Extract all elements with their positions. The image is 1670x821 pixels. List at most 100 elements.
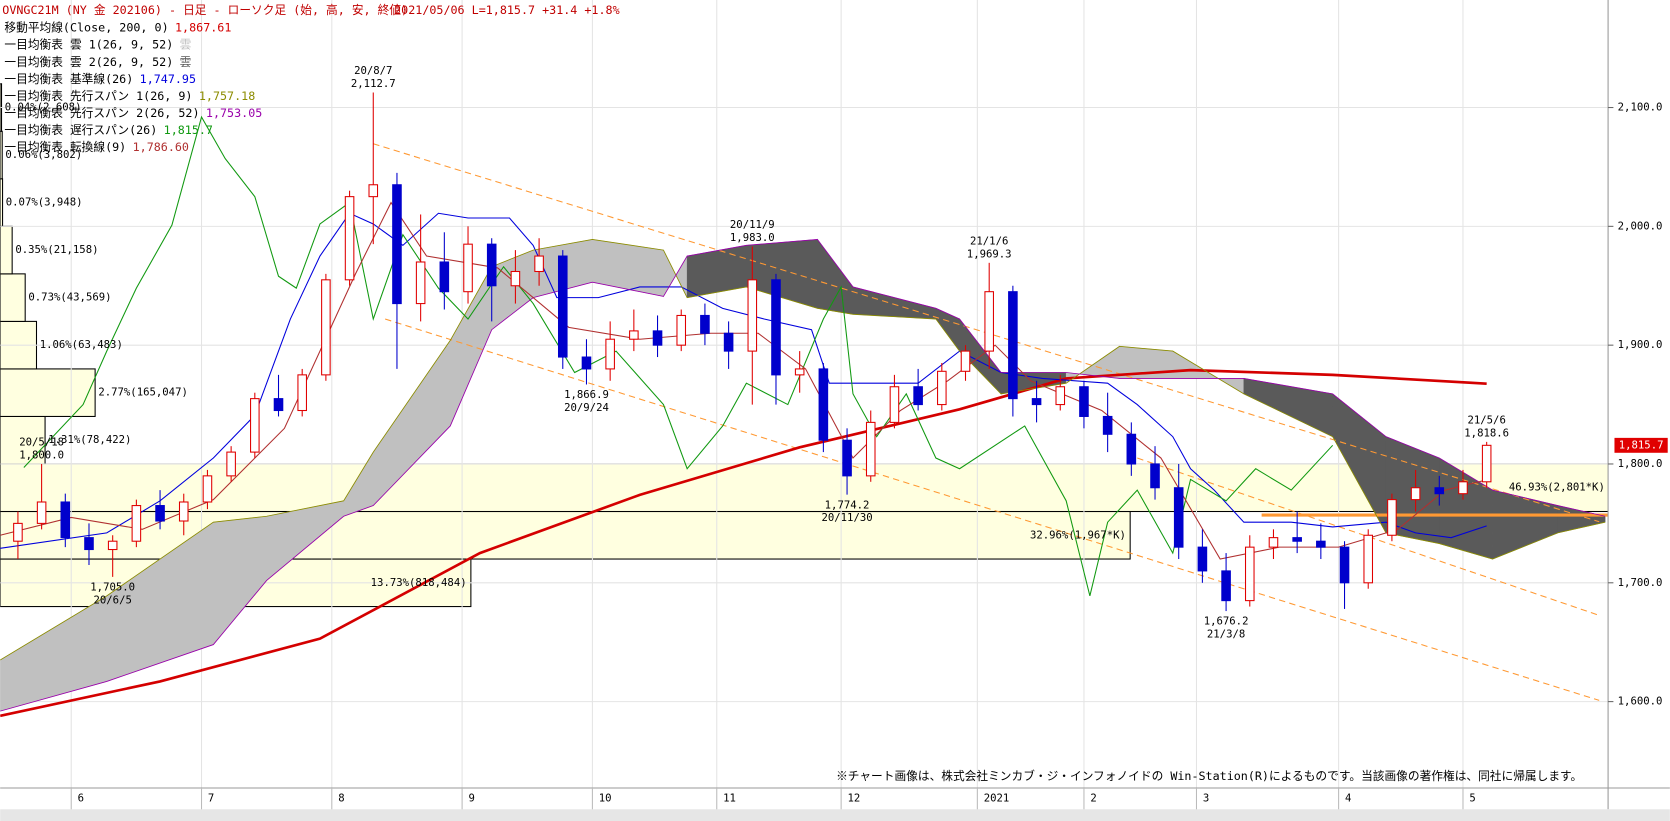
candle-body [368,184,379,198]
candle-body [1197,546,1208,572]
legend-value: 1,757.18 [199,88,255,102]
x-tick-label: 2 [1090,792,1096,805]
legend-name: 一目均衡表 雲 2(26, 9, 52) [4,54,173,68]
candle-body [1363,534,1374,584]
legend-value: 1,747.95 [140,71,196,85]
annotation-date: 20/8/7 [354,64,392,77]
candle-body [771,279,781,376]
annotation-value: 1,983.0 [730,231,775,244]
annotation-value: 2,112.7 [351,77,396,90]
indicator-line [23,115,1334,596]
y-tick-label: 1,800.0 [1618,457,1663,470]
x-tick-label: 6 [78,792,84,805]
candle-body [937,370,947,406]
candle-body [486,243,497,287]
indicator-line [0,368,1487,718]
candle-body [1292,537,1302,542]
legend-name: 一目均衡表 基準線(26) [4,71,133,85]
candle-body [534,255,544,273]
candle-body [107,540,118,551]
annotation-date: 20/5/18 [19,436,64,449]
candle-body [581,356,592,370]
candle-body [889,386,900,423]
candle-body [415,261,426,305]
plot-area [0,0,1609,788]
legend-value: 雲 [180,37,192,51]
y-tick-label: 2,000.0 [1618,219,1663,232]
annotation-value: 1,866.9 [564,388,609,401]
profile-label: 0.06%(3,802) [5,148,82,161]
y-tick-label: 1,600.0 [1618,695,1663,708]
candle-body [60,501,71,539]
profile-label: 32.96%(1,967*K) [1030,528,1126,541]
chart-subtitle: 2021/05/06 L=1,815.7 +31.4 +1.8% [394,3,619,17]
legend-item: 一目均衡表 基準線(26) 1,747.95 [4,71,196,85]
legend-item: 一目均衡表 遅行スパン(26) 1,815.7 [4,122,213,136]
candle-body [13,522,23,542]
candle-body [321,279,331,376]
x-tick-label: 7 [208,792,214,805]
candle-body [1458,481,1468,495]
annotation-value: 1,676.2 [1204,615,1249,628]
candle-body [557,255,568,358]
annotation-date: 20/9/24 [564,401,609,414]
candle-body [1410,487,1421,501]
candle-body [960,350,971,372]
annotation-value: 1,705.0 [90,581,135,594]
candle-body [36,501,47,524]
annotation-value: 1,774.2 [825,498,870,511]
y-tick-label: 2,100.0 [1618,101,1663,114]
x-tick-label: 8 [338,792,344,805]
candle-body [723,332,734,352]
trendline [384,318,1600,701]
legend-item: 一目均衡表 転換線(9) 1,786.60 [4,139,189,153]
candle-body [1126,433,1137,465]
indicator-line [0,201,1487,560]
annotation-date: 20/6/5 [93,593,131,606]
candle-body [226,451,236,477]
candle-body [1387,499,1397,536]
profile-bar [0,368,96,417]
candle-body [1339,546,1350,584]
profile-label: 13.73%(818,484) [371,576,467,589]
annotation-date: 21/5/6 [1467,414,1505,427]
x-tick-label: 4 [1345,792,1351,805]
annotation-date: 20/11/9 [730,218,775,231]
candle-body [1150,463,1160,489]
x-tick-label: 2021 [984,792,1010,805]
profile-bar [0,463,1609,513]
x-tick-label: 5 [1469,792,1475,805]
legend-name: 一目均衡表 先行スパン 1(26, 9) [4,88,192,102]
profile-label: 1.06%(63,483) [40,338,123,351]
candle-body [818,368,829,441]
y-tick-label: 1,900.0 [1618,338,1663,351]
profile-label: 0.73%(43,569) [28,291,111,304]
x-tick-label: 11 [723,792,736,805]
candle-body [84,537,94,551]
candle-body [605,338,615,370]
legend-name: 一目均衡表 雲 1(26, 9, 52) [4,37,173,51]
annotation-value: 1,969.3 [967,247,1012,260]
candle-body [842,439,852,477]
candle-body [1316,540,1326,548]
candle-body [202,475,213,503]
profile-label: 0.07%(3,948) [6,196,83,209]
x-tick-label: 12 [848,792,861,805]
candle-body [652,330,663,346]
x-tick-label: 3 [1203,792,1209,805]
annotation-date: 20/11/30 [821,511,872,524]
profile-label: 0.35%(21,158) [15,243,98,256]
legend-name: 一目均衡表 遅行スパン(26) [4,122,157,136]
scroll-bar [0,809,1670,821]
legend-name: 一目均衡表 先行スパン 2(26, 52) [4,105,199,119]
candle-body [1434,487,1445,495]
candle-body [1481,444,1492,483]
legend-value: 1,753.05 [206,105,262,119]
candle-body [155,505,165,522]
candle-body [344,196,355,281]
candle-body [676,314,687,346]
candle-body [1221,570,1231,602]
candle-body [131,505,142,542]
